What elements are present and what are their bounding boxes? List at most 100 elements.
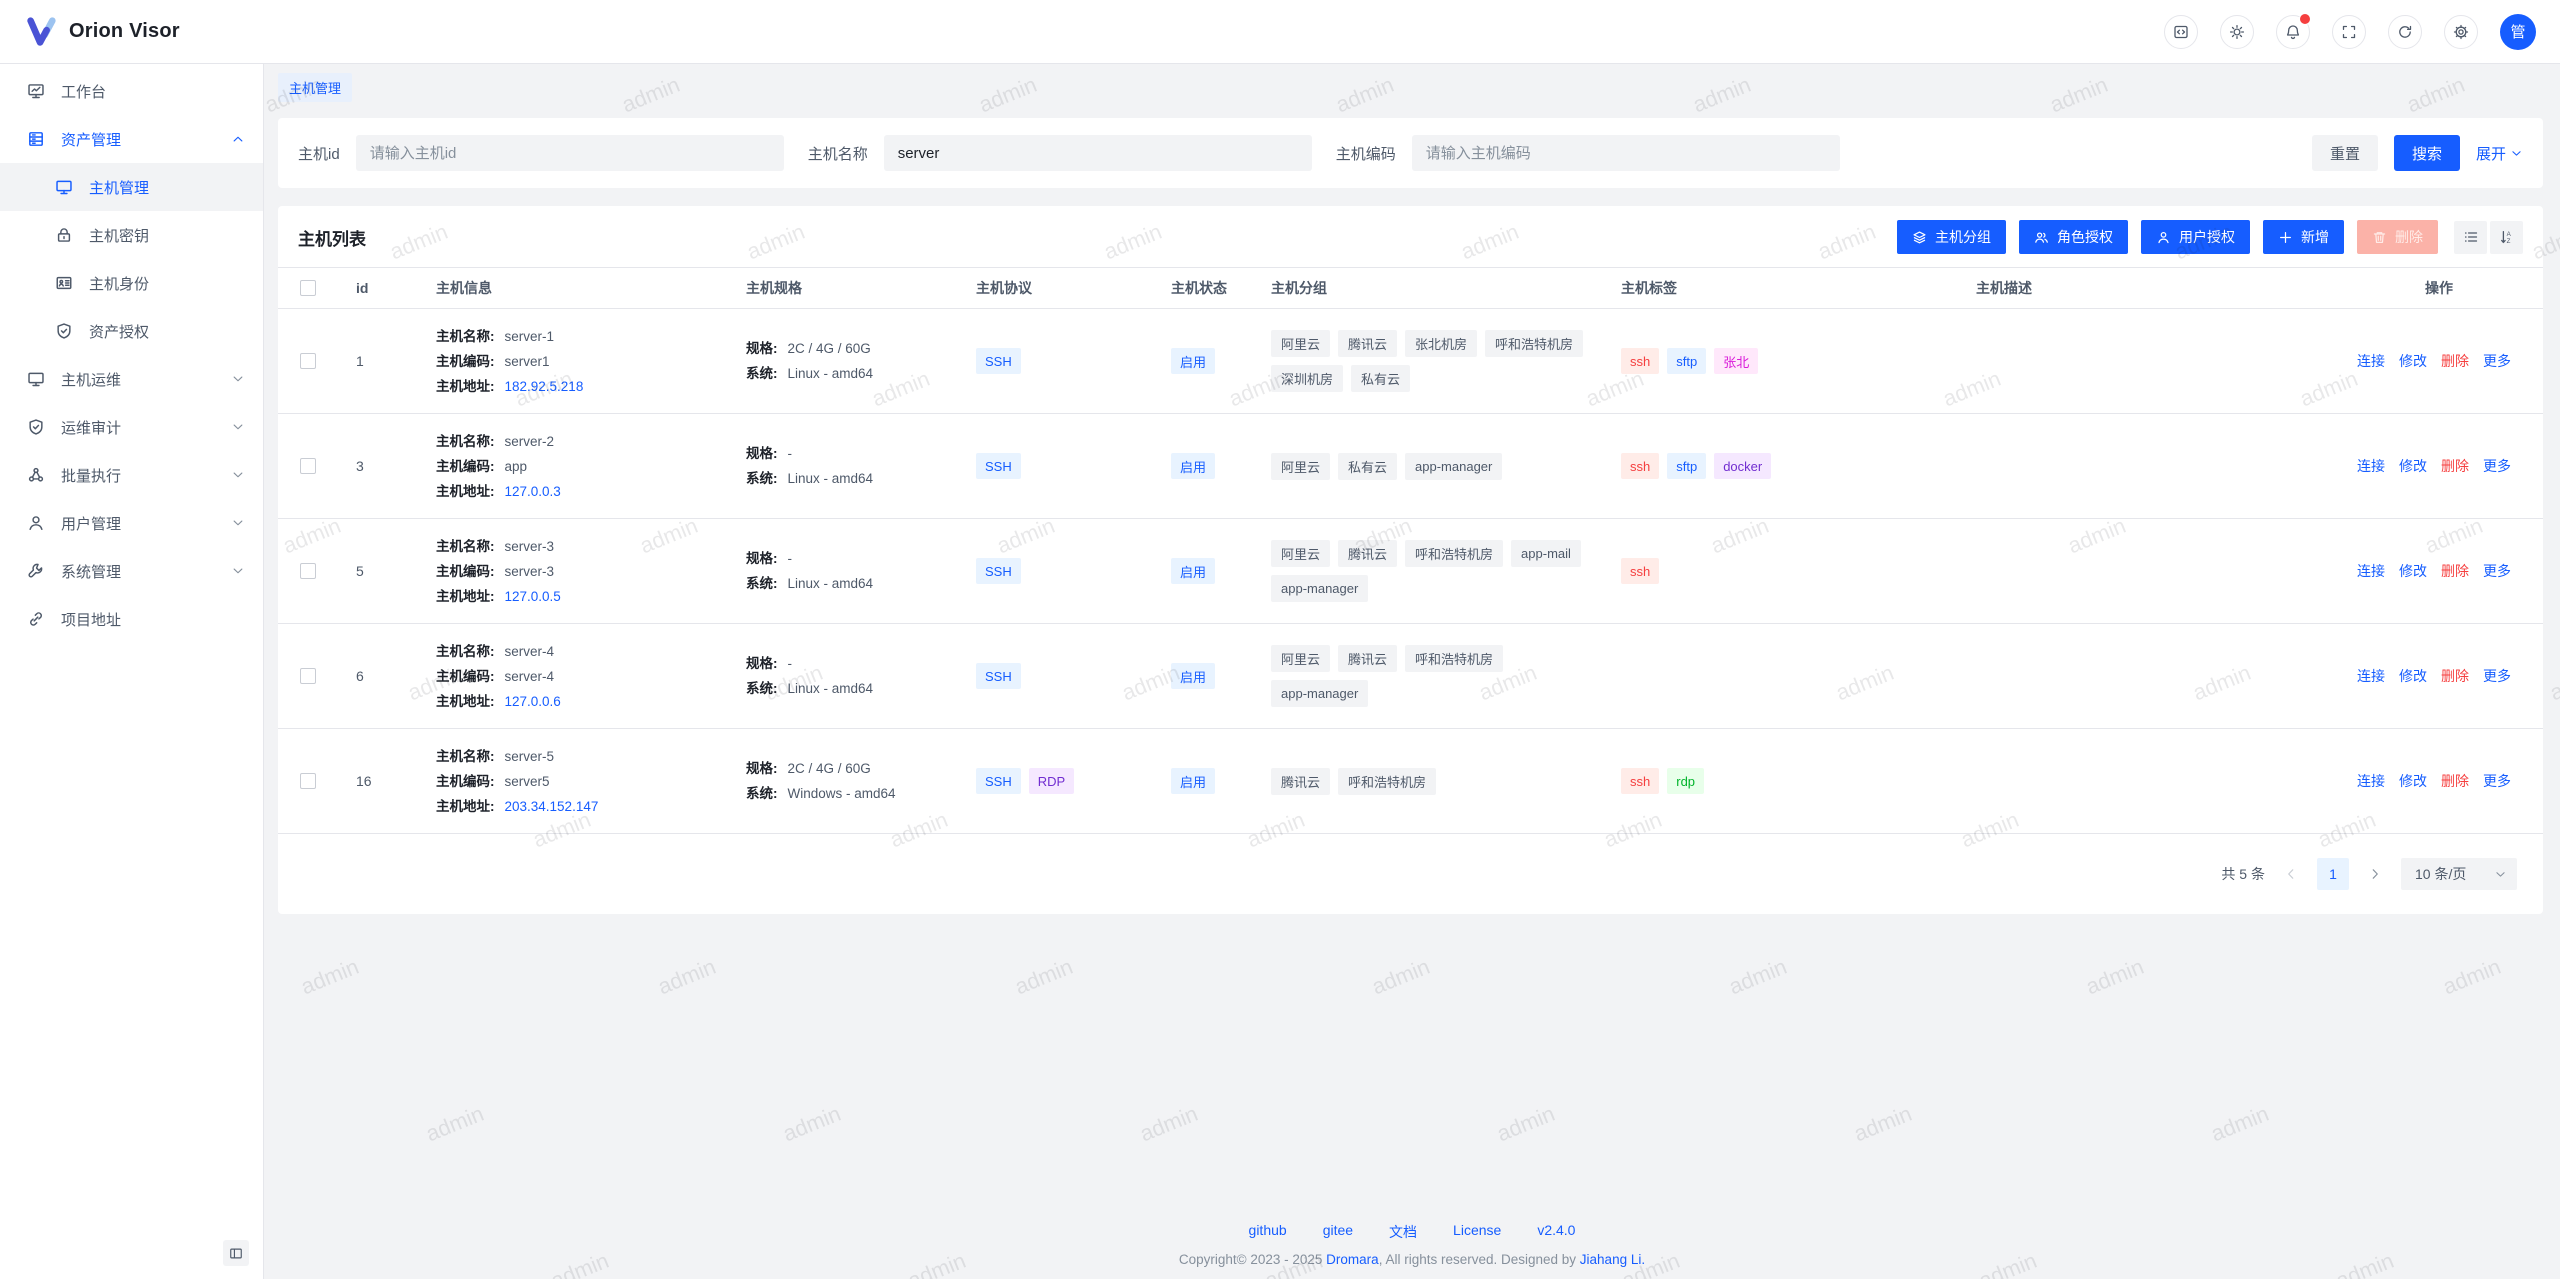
host-tags: ssh sftp docker [1607,453,1962,479]
sidebar-item-label: 运维审计 [61,419,122,437]
host-code-input[interactable] [1411,135,1840,171]
host-address-link[interactable]: 203.34.152.147 [504,798,599,814]
role-grant-button[interactable]: 角色授权 [2019,220,2128,254]
host-row-3: 3 主机名称: server-2 主机编码: app 主机地址: 127.0.0.3 规格: -… [278,414,2543,519]
sidebar-item-host-manage[interactable]: 主机管理 [0,163,263,211]
footer-link-License[interactable]: License [1453,1222,1502,1238]
watermark-text: admin [1136,1100,1202,1147]
notifications-icon[interactable] [2276,12,2311,49]
prev-page-button[interactable] [2277,860,2305,888]
current-page-button[interactable]: 1 [2317,858,2349,890]
row-action-修改[interactable]: 修改 [2399,668,2427,684]
settings-icon[interactable] [2444,14,2478,49]
row-action-更多[interactable]: 更多 [2483,773,2511,789]
row-action-删除[interactable]: 删除 [2441,668,2469,684]
row-action-更多[interactable]: 更多 [2483,458,2511,474]
footer-link-文档[interactable]: 文档 [1389,1224,1418,1240]
footer-link-v2.4.0[interactable]: v2.4.0 [1537,1222,1576,1238]
host-address-link[interactable]: 127.0.0.3 [504,483,561,499]
column-header: 主机描述 [1976,280,2032,296]
host-id-input[interactable] [355,135,784,171]
host-address-link[interactable]: 182.92.5.218 [504,378,584,394]
sidebar-item-assets[interactable]: 资产管理 [0,115,263,163]
host-table: id 主机信息 主机规格 主机协议 主机状态 主机分组 主机标签 主机描述 操作 1 主机名称: s… [278,267,2543,834]
host-group-button[interactable]: 主机分组 [1897,220,2006,254]
footer-link-gitee[interactable]: gitee [1322,1222,1354,1238]
sidebar-item-user-manage[interactable]: 用户管理 [0,499,263,547]
sidebar-item-host-identity[interactable]: 主机身份 [0,259,263,307]
fullscreen-icon[interactable] [2332,14,2366,49]
host-tag: sftp [1667,453,1707,479]
host-info: 主机名称: server-5 主机编码: server5 主机地址: 203.34.152… [422,744,732,819]
host-groups: 阿里云 腾讯云 呼和浩特机房 app-manager [1257,645,1607,707]
sidebar-item-host-ops[interactable]: 主机运维 [0,355,263,403]
theme-icon[interactable] [2220,14,2254,49]
select-all-checkbox[interactable] [300,280,316,296]
sidebar-item-ops-audit[interactable]: 运维审计 [0,403,263,451]
card-head: 主机列表 主机分组 角色授权 用户授权 新增 删除 A Z [278,206,2543,267]
host-id: 5 [356,563,364,579]
row-checkbox[interactable] [300,773,316,789]
row-checkbox[interactable] [300,563,316,579]
sidebar-item-host-keys[interactable]: 主机密钥 [0,211,263,259]
user-avatar[interactable]: 管 [2500,13,2536,50]
user-grant-button[interactable]: 用户授权 [2141,220,2250,254]
row-action-删除[interactable]: 删除 [2441,353,2469,369]
row-action-修改[interactable]: 修改 [2399,563,2427,579]
host-spec: 规格: - 系统: Linux - amd64 [746,446,874,486]
sidebar-item-workbench[interactable]: 工作台 [0,67,263,115]
row-checkbox[interactable] [300,458,316,474]
row-actions: 连接 修改 删除 更多 [2307,666,2543,686]
reset-button[interactable]: 重置 [2311,135,2378,171]
host-address-link[interactable]: 127.0.0.5 [504,588,561,604]
sidebar-item-project-url[interactable]: 项目地址 [0,595,263,643]
footer-link-github[interactable]: github [1248,1222,1287,1238]
delete-button[interactable]: 删除 [2357,220,2438,254]
row-action-连接[interactable]: 连接 [2357,458,2385,474]
search-button[interactable]: 搜索 [2393,135,2460,171]
host-address-link[interactable]: 127.0.0.6 [504,693,561,709]
sidebar-item-asset-grant[interactable]: 资产授权 [0,307,263,355]
search-card: 主机id 主机名称 主机编码 重置 搜索 展开 [278,118,2543,188]
row-action-连接[interactable]: 连接 [2357,353,2385,369]
orion-visor-logo [24,15,58,49]
code-icon[interactable] [2164,14,2198,49]
row-action-删除[interactable]: 删除 [2441,773,2469,789]
row-action-连接[interactable]: 连接 [2357,563,2385,579]
row-action-删除[interactable]: 删除 [2441,458,2469,474]
copyright-link[interactable]: Jiahang Li. [1579,1252,1646,1267]
expand-button[interactable]: 展开 [2476,143,2523,164]
row-action-修改[interactable]: 修改 [2399,773,2427,789]
watermark-text: admin [422,1100,488,1147]
column-setting-button[interactable] [2454,220,2487,254]
sidebar-item-sys-manage[interactable]: 系统管理 [0,547,263,595]
tab-host-manage[interactable]: 主机管理 [278,72,353,102]
row-checkbox[interactable] [300,668,316,684]
host-name-input[interactable] [883,135,1312,171]
group-tag: 深圳机房 [1271,365,1344,392]
shield-check-icon [27,418,45,436]
next-page-button[interactable] [2361,860,2389,888]
row-action-删除[interactable]: 删除 [2441,563,2469,579]
row-action-连接[interactable]: 连接 [2357,668,2385,684]
refresh-icon[interactable] [2388,14,2422,49]
notification-dot [2299,12,2311,25]
row-action-修改[interactable]: 修改 [2399,353,2427,369]
row-action-更多[interactable]: 更多 [2483,353,2511,369]
assets-icon [27,130,45,148]
wrench-icon [27,562,45,580]
row-action-修改[interactable]: 修改 [2399,458,2427,474]
row-action-连接[interactable]: 连接 [2357,773,2385,789]
copyright-link[interactable]: Dromara [1326,1252,1379,1267]
sidebar-item-batch-exec[interactable]: 批量执行 [0,451,263,499]
row-checkbox[interactable] [300,353,316,369]
host-spec: 规格: - 系统: Linux - amd64 [746,656,874,696]
row-action-更多[interactable]: 更多 [2483,668,2511,684]
page-size-select[interactable]: 10 条/页 [2401,858,2517,890]
row-actions: 连接 修改 删除 更多 [2307,351,2543,371]
add-button[interactable]: 新增 [2263,220,2344,254]
sidebar-collapse-button[interactable] [223,1240,249,1266]
row-action-更多[interactable]: 更多 [2483,563,2511,579]
